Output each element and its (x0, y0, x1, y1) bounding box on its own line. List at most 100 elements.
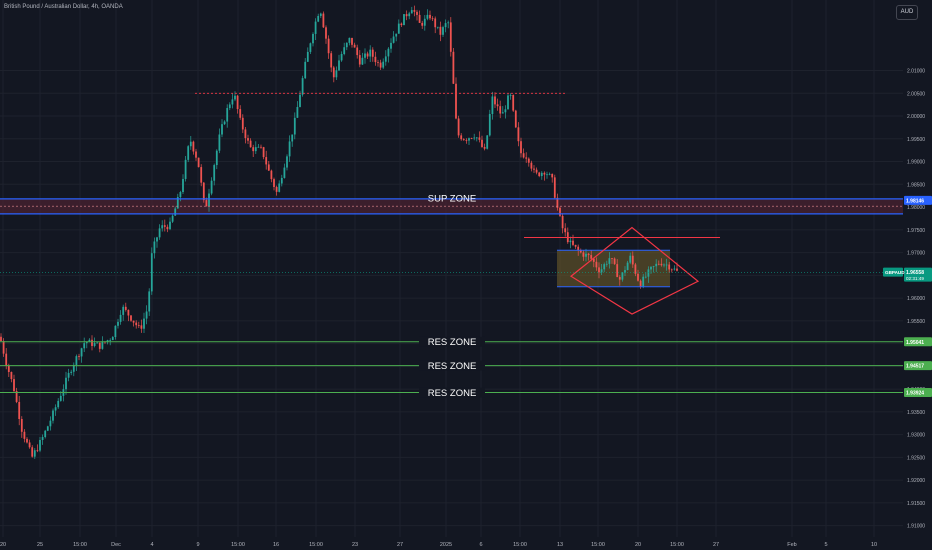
candle-body (2, 341, 5, 354)
candle-body (449, 22, 452, 52)
diamond-pattern (569, 226, 700, 315)
candle-body (455, 83, 457, 119)
candle-body (143, 318, 145, 329)
time-tick-label: 23 (352, 542, 358, 548)
candle-body (582, 252, 585, 257)
candle-body (140, 325, 143, 329)
candle-body (452, 51, 455, 84)
candle-body (512, 95, 515, 111)
candle-body (195, 151, 197, 158)
time-tick-label: 9 (196, 542, 199, 548)
range-box (557, 250, 670, 287)
candle-body (330, 53, 333, 68)
candle-body (418, 14, 421, 23)
candle-body (639, 280, 642, 288)
candle-body (252, 147, 255, 152)
candle-body (122, 306, 125, 315)
candle-body (78, 356, 80, 357)
candle-body (283, 167, 286, 178)
candle-body (668, 264, 671, 270)
currency-button[interactable]: AUD (896, 5, 918, 20)
candle-body (262, 147, 265, 158)
sup-zone-label: SUP ZONE (428, 193, 476, 204)
candle-body (234, 95, 236, 100)
candle-body (319, 13, 322, 16)
candle-body (299, 94, 301, 107)
candle-body (442, 27, 444, 35)
candle-body (618, 277, 621, 280)
candle-body (379, 62, 382, 68)
price-scale[interactable]: 1.91000 1.91500 1.92000 1.92500 1.93000 1.935… (907, 69, 925, 530)
candle-body (59, 395, 62, 401)
candle-body (221, 124, 223, 135)
candle-body (301, 78, 304, 95)
price-tick-label: 1.91000 (907, 524, 925, 530)
candle-body (130, 315, 132, 321)
candle-body (72, 364, 75, 372)
candle-body (54, 407, 57, 411)
candle-body (429, 14, 431, 19)
time-tick-label: 10 (871, 542, 877, 548)
candle-body (161, 225, 164, 229)
candle-body (603, 264, 606, 270)
time-tick-label: 15:00 (231, 542, 245, 548)
candle-body (408, 13, 411, 17)
candle-body (327, 38, 330, 54)
candle-body (296, 106, 299, 118)
candle-body (629, 255, 632, 263)
candle-body (332, 67, 335, 78)
candle-body (538, 172, 541, 177)
time-tick-label: 27 (713, 542, 719, 548)
candle-body (527, 158, 530, 163)
candle-body (80, 348, 83, 357)
candle-body (543, 172, 546, 175)
candle-body (530, 162, 533, 169)
candle-body (36, 450, 39, 452)
candle-body (595, 261, 598, 268)
price-tick-label: 1.92500 (907, 455, 925, 461)
candle-body (358, 55, 361, 65)
candle-body (91, 339, 93, 346)
candle-body (535, 169, 538, 173)
candle-body (0, 336, 2, 342)
time-tick-label: 20 (0, 542, 6, 548)
time-tick-label: 15:00 (591, 542, 605, 548)
candle-body (182, 178, 184, 193)
candle-body (657, 263, 660, 265)
candle-body (275, 187, 278, 192)
candle-body (189, 141, 192, 147)
candle-body (260, 146, 262, 148)
candle-body (405, 14, 408, 17)
candle-body (587, 253, 590, 256)
price-tick-label: 2.01000 (907, 69, 925, 75)
candle-body (520, 141, 522, 154)
price-tick-label: 1.93500 (907, 410, 925, 416)
time-scale[interactable]: 20 25 15:00 Dec 4 9 15:00 16 15:00 23 27 2025 6 15:00… (0, 542, 877, 548)
candle-body (5, 353, 8, 366)
candle-body (514, 110, 517, 128)
candle-body (156, 237, 158, 242)
candle-body (426, 14, 429, 19)
price-tick-label: 1.95500 (907, 319, 925, 325)
candle-body (564, 228, 567, 233)
candle-body (577, 246, 580, 251)
time-tick-label: 5 (824, 542, 827, 548)
candle-body (637, 273, 639, 281)
candle-body (205, 200, 208, 207)
candle-body (473, 137, 476, 139)
candle-body (28, 442, 31, 448)
candle-body (533, 168, 535, 170)
candle-body (106, 340, 109, 343)
candle-body (361, 57, 364, 65)
candle-body (494, 96, 496, 105)
candle-body (119, 314, 122, 322)
candle-body (369, 49, 372, 57)
price-tick-label: 2.00500 (907, 91, 925, 97)
candle-body (400, 23, 403, 26)
time-tick-label: 15:00 (309, 542, 323, 548)
candle-body (184, 159, 187, 179)
time-tick-label: 27 (397, 542, 403, 548)
candle-body (644, 276, 647, 278)
candle-body (624, 270, 626, 273)
